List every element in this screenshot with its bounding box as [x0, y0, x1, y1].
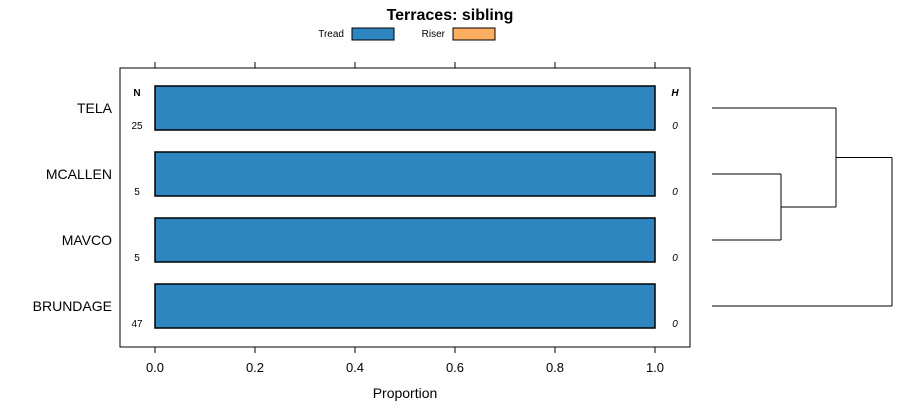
h-value: 0: [672, 187, 678, 198]
n-value: 5: [134, 253, 140, 264]
x-tick-label: 0.8: [546, 360, 564, 375]
legend-swatch-tread: [351, 27, 395, 41]
x-tick-label: 0.4: [346, 360, 364, 375]
bar-tread: [154, 217, 656, 263]
bar-rows: TELA 25 0 MCALLEN 5 0 MAVCO 5 0 BRUNDAGE 47 0: [33, 85, 678, 330]
bar-tread: [154, 283, 656, 329]
plot-frame: [119, 67, 691, 348]
x-tick-label: 0.6: [446, 360, 464, 375]
h-column-header: H: [671, 88, 679, 99]
bar-tread: [154, 85, 656, 131]
h-value: 0: [672, 319, 678, 330]
category-label: MCALLEN: [46, 166, 112, 182]
h-value: 0: [672, 253, 678, 264]
n-value: 25: [131, 121, 143, 132]
chart-title: Terraces: sibling: [387, 7, 514, 24]
bar-tread: [154, 151, 656, 197]
category-label: MAVCO: [62, 232, 112, 248]
h-value: 0: [672, 121, 678, 132]
n-value: 47: [131, 319, 143, 330]
legend-swatch-riser: [452, 27, 496, 41]
dendrogram: [712, 107, 893, 307]
n-column-header: N: [133, 88, 140, 99]
legend-label-riser: Riser: [422, 29, 446, 40]
x-axis: 0.0 0.2 0.4 0.6 0.8 1.0: [146, 62, 664, 375]
n-value: 5: [134, 187, 140, 198]
x-tick-label: 1.0: [646, 360, 664, 375]
x-tick-label: 0.2: [246, 360, 264, 375]
category-label: BRUNDAGE: [33, 298, 112, 314]
category-label: TELA: [77, 100, 113, 116]
x-tick-label: 0.0: [146, 360, 164, 375]
x-axis-title: Proportion: [373, 385, 438, 401]
legend: Tread Riser: [318, 27, 496, 41]
legend-label-tread: Tread: [318, 29, 344, 40]
